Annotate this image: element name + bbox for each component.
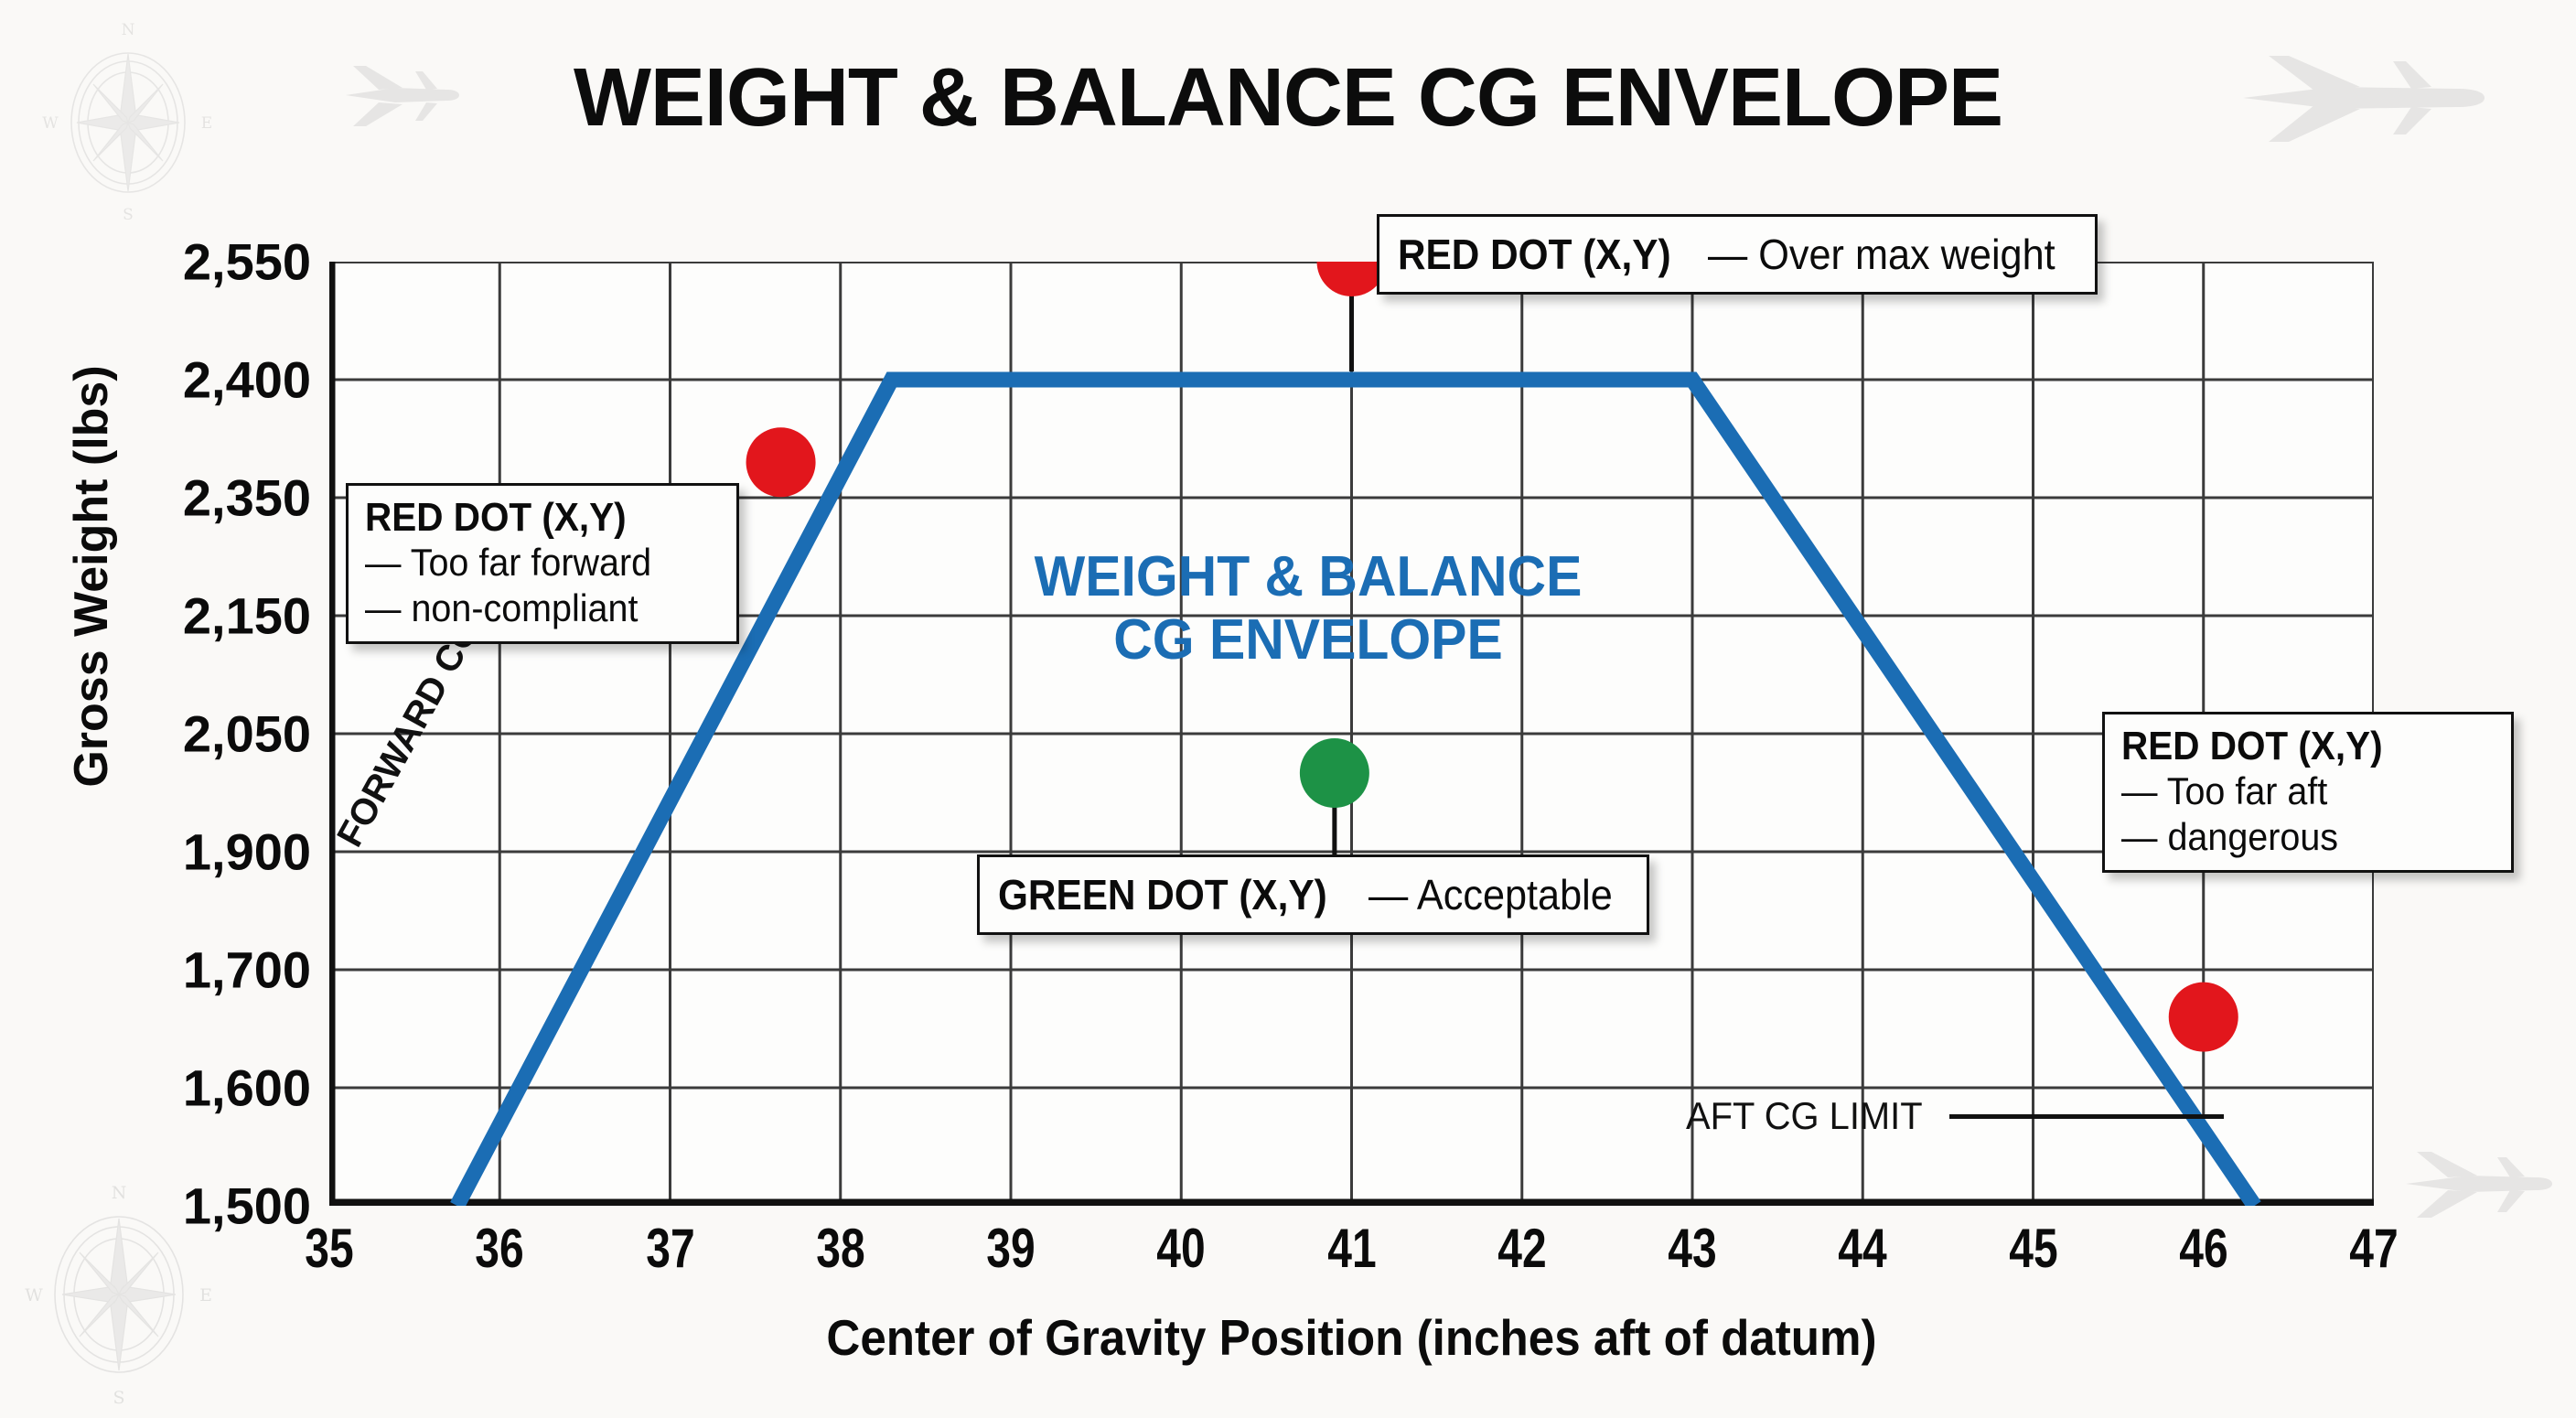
callout-too-forward-line1: — Too far forward bbox=[365, 541, 652, 585]
callout-acceptable-bold: GREEN DOT (X,Y) bbox=[998, 871, 1327, 918]
page-title: WEIGHT & BALANCE CG ENVELOPE bbox=[573, 52, 2003, 144]
callout-too-aft-line1: — Too far aft bbox=[2121, 769, 2328, 813]
callout-too-far-aft[interactable]: RED DOT (X,Y) — Too far aft — dangerous bbox=[2102, 712, 2514, 874]
x-tick-label: 38 bbox=[816, 1218, 865, 1279]
callout-too-aft-header: RED DOT (X,Y) bbox=[2121, 724, 2383, 768]
callout-too-far-forward[interactable]: RED DOT (X,Y) — Too far forward — non-co… bbox=[346, 483, 739, 645]
x-tick-label: 45 bbox=[2008, 1218, 2058, 1279]
y-axis-tick-labels: 1,500 1,600 1,700 1,900 2,050 2,150 2,350 2,400… bbox=[55, 233, 311, 1235]
x-axis-title: Center of Gravity Position (inches aft o… bbox=[826, 1309, 1877, 1366]
x-tick-label: 41 bbox=[1326, 1218, 1377, 1279]
y-tick-label: 2,400 bbox=[182, 350, 311, 409]
svg-text:N: N bbox=[122, 21, 135, 39]
callout-too-aft-line2: — dangerous bbox=[2121, 814, 2339, 858]
x-tick-label: 43 bbox=[1668, 1218, 1717, 1279]
y-tick-label: 2,150 bbox=[182, 586, 311, 645]
y-tick-label: 1,500 bbox=[182, 1176, 311, 1235]
x-tick-label: 40 bbox=[1156, 1218, 1206, 1279]
aft-cg-leader-line bbox=[1949, 1113, 2225, 1119]
x-tick-label: 46 bbox=[2179, 1218, 2228, 1279]
y-tick-label: 2,050 bbox=[182, 704, 311, 763]
callout-acceptable[interactable]: GREEN DOT (X,Y) — Acceptable bbox=[977, 854, 1649, 935]
aft-cg-limit-label: AFT CG LIMIT bbox=[1686, 1094, 1923, 1137]
svg-text:S: S bbox=[123, 206, 134, 224]
chart-plot-area bbox=[329, 262, 2374, 1206]
callout-over-max-bold: RED DOT (X,Y) bbox=[1398, 231, 1671, 278]
y-tick-label: 1,600 bbox=[182, 1058, 311, 1117]
x-tick-label: 35 bbox=[305, 1218, 354, 1279]
airplane-icon bbox=[2397, 1148, 2557, 1221]
y-tick-label: 2,550 bbox=[182, 232, 311, 291]
aft-cg-limit-annotation: AFT CG LIMIT bbox=[1686, 1094, 2225, 1138]
callout-over-max-rest: — Over max weight bbox=[1707, 231, 2055, 278]
x-tick-label: 36 bbox=[475, 1218, 524, 1279]
y-tick-label: 2,350 bbox=[182, 468, 311, 527]
cg-envelope-chart bbox=[329, 262, 2374, 1206]
svg-text:W: W bbox=[25, 1285, 43, 1305]
envelope-label-line2: CG ENVELOPE bbox=[1113, 608, 1503, 672]
x-tick-label: 44 bbox=[1838, 1218, 1887, 1279]
callout-too-forward-header: RED DOT (X,Y) bbox=[365, 495, 627, 540]
svg-text:E: E bbox=[199, 1285, 212, 1305]
callout-too-forward-line2: — non-compliant bbox=[365, 585, 639, 629]
x-tick-label: 42 bbox=[1497, 1218, 1547, 1279]
x-tick-label: 39 bbox=[986, 1218, 1036, 1279]
x-tick-label: 37 bbox=[645, 1218, 695, 1279]
y-tick-label: 1,700 bbox=[182, 940, 311, 999]
envelope-label-line1: WEIGHT & BALANCE bbox=[1034, 545, 1583, 608]
y-tick-label: 1,900 bbox=[182, 822, 311, 881]
envelope-center-label: WEIGHT & BALANCE CG ENVELOPE bbox=[943, 545, 1673, 672]
callout-acceptable-rest: — Acceptable bbox=[1368, 871, 1613, 918]
x-axis-tick-labels: 35 36 37 38 39 40 41 42 43 44 45 46 47 bbox=[305, 1217, 2398, 1290]
x-tick-label: 47 bbox=[2349, 1218, 2399, 1279]
callout-over-max-weight[interactable]: RED DOT (X,Y) — Over max weight bbox=[1377, 214, 2098, 295]
